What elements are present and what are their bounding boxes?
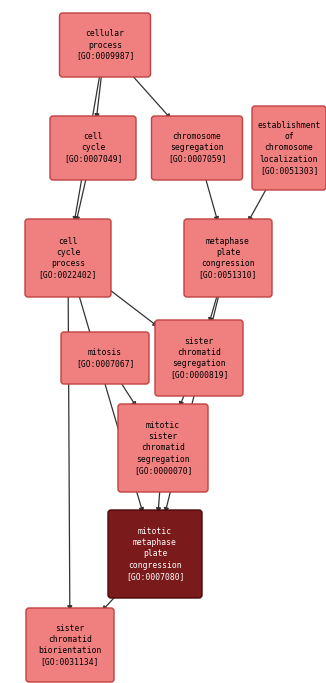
FancyBboxPatch shape [60, 13, 151, 77]
Text: mitotic
sister
chromatid
segregation
[GO:0000070]: mitotic sister chromatid segregation [GO… [134, 421, 192, 475]
FancyBboxPatch shape [61, 332, 149, 384]
FancyBboxPatch shape [108, 510, 202, 598]
FancyBboxPatch shape [25, 219, 111, 297]
Text: cell
cycle
process
[GO:0022402]: cell cycle process [GO:0022402] [39, 237, 97, 279]
FancyBboxPatch shape [50, 116, 136, 180]
FancyBboxPatch shape [118, 404, 208, 492]
Text: cell
cycle
[GO:0007049]: cell cycle [GO:0007049] [64, 133, 122, 164]
Text: sister
chromatid
biorientation
[GO:0031134]: sister chromatid biorientation [GO:00311… [38, 624, 102, 666]
FancyBboxPatch shape [26, 608, 114, 682]
Text: chromosome
segregation
[GO:0007059]: chromosome segregation [GO:0007059] [168, 133, 226, 164]
FancyBboxPatch shape [184, 219, 272, 297]
Text: mitosis
[GO:0007067]: mitosis [GO:0007067] [76, 348, 134, 368]
FancyBboxPatch shape [252, 106, 326, 190]
Text: sister
chromatid
segregation
[GO:0000819]: sister chromatid segregation [GO:0000819… [170, 337, 228, 379]
Text: metaphase
plate
congression
[GO:0051310]: metaphase plate congression [GO:0051310] [199, 237, 257, 279]
Text: cellular
process
[GO:0009987]: cellular process [GO:0009987] [76, 29, 134, 61]
Text: establishment
of
chromosome
localization
[GO:0051303]: establishment of chromosome localization… [257, 122, 321, 175]
FancyBboxPatch shape [152, 116, 243, 180]
FancyBboxPatch shape [155, 320, 243, 396]
Text: mitotic
metaphase
plate
congression
[GO:0007080]: mitotic metaphase plate congression [GO:… [126, 527, 184, 581]
